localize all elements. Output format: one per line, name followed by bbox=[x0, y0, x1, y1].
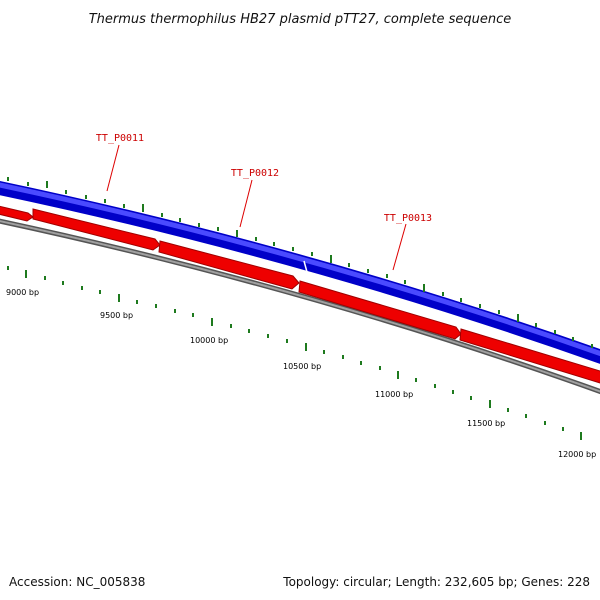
gene-label-tt-p0012: TT_P0012 bbox=[231, 168, 279, 228]
reverse-strand-genes bbox=[0, 205, 600, 384]
backbone-line bbox=[0, 218, 600, 395]
inner-tick-marks bbox=[7, 266, 582, 440]
accession-text: Accession: NC_005838 bbox=[9, 575, 145, 589]
position-label: 10500 bp bbox=[283, 362, 321, 371]
gene-label-tt-p0011: TT_P0011 bbox=[96, 133, 144, 192]
forward-strand-band bbox=[0, 180, 600, 364]
outer-tick-marks bbox=[7, 177, 593, 348]
reverse-gene-2 bbox=[32, 208, 161, 251]
reverse-gene-1 bbox=[0, 205, 34, 222]
sequence-summary: Topology: circular; Length: 232,605 bp; … bbox=[282, 575, 590, 589]
position-label: 9500 bp bbox=[100, 311, 133, 320]
position-label: 9000 bp bbox=[6, 288, 39, 297]
reverse-gene-5 bbox=[459, 328, 600, 384]
reverse-gene-4 bbox=[298, 280, 462, 340]
gene-label-tt-p0013: TT_P0013 bbox=[384, 213, 432, 271]
position-labels: 9000 bp 9500 bp 10000 bp 10500 bp 11000 … bbox=[6, 288, 596, 459]
gene-label-text: TT_P0013 bbox=[384, 213, 432, 224]
gene-label-text: TT_P0012 bbox=[231, 168, 279, 179]
position-label: 12000 bp bbox=[558, 450, 596, 459]
map-title: Thermus thermophilus HB27 plasmid pTT27,… bbox=[89, 12, 512, 27]
position-label: 10000 bp bbox=[190, 336, 228, 345]
position-label: 11000 bp bbox=[375, 390, 413, 399]
gene-label-text: TT_P0011 bbox=[96, 133, 144, 144]
position-label: 11500 bp bbox=[467, 419, 505, 428]
reverse-gene-3 bbox=[158, 240, 300, 290]
